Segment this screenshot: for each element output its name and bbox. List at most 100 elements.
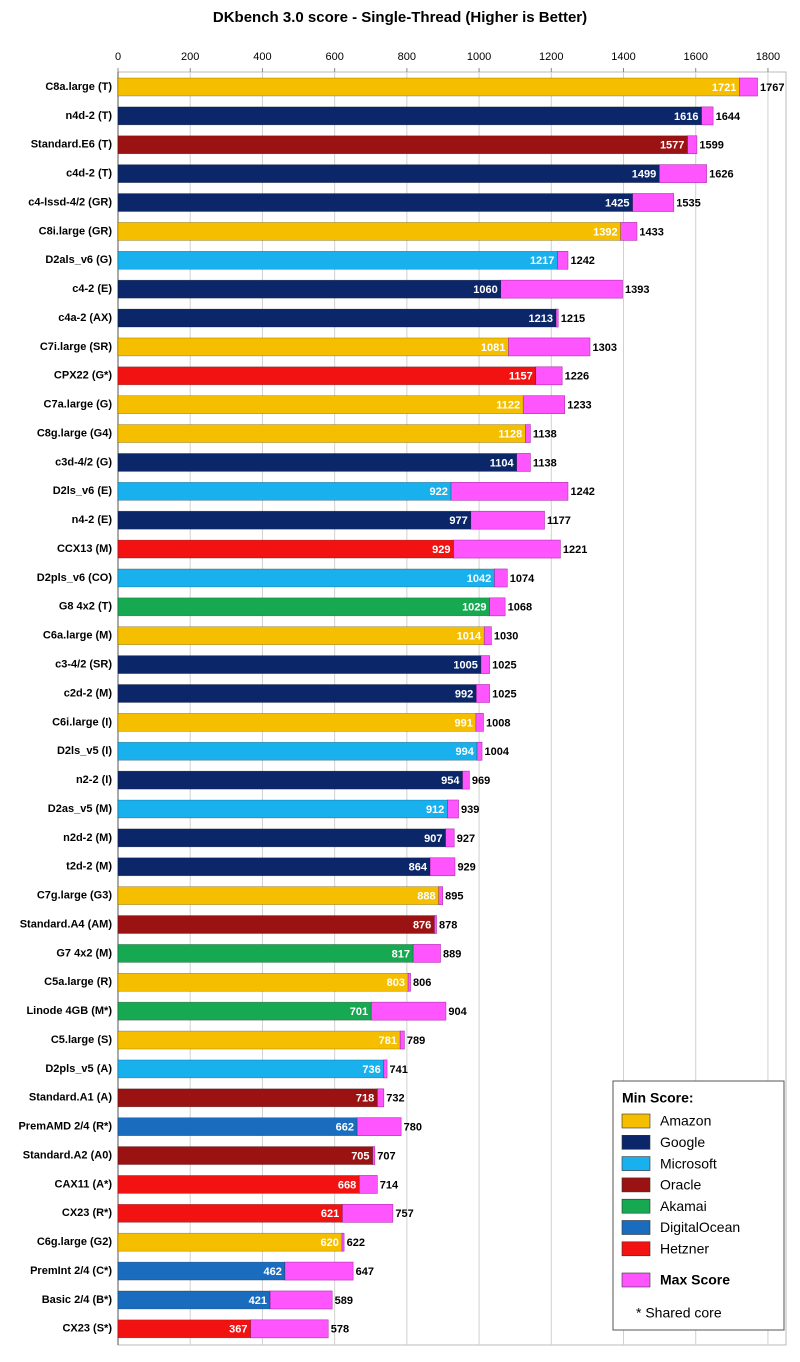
y-tick-label: C8g.large (G4) <box>37 427 113 439</box>
min-bar <box>117 1175 360 1194</box>
min-label: 668 <box>338 1179 356 1191</box>
legend-swatch <box>621 1177 651 1193</box>
x-tick-label: 200 <box>181 51 199 63</box>
min-bar <box>117 424 526 443</box>
min-bar <box>117 857 431 877</box>
min-label: 1213 <box>529 313 553 325</box>
max-bar <box>356 1117 402 1136</box>
max-label: 1767 <box>760 82 784 94</box>
legend-label: Oracle <box>660 1177 701 1193</box>
min-label: 781 <box>379 1035 397 1047</box>
min-label: 1157 <box>509 371 533 383</box>
y-tick-label: Linode 4GB (M*) <box>26 1005 112 1017</box>
x-tick-label: 1200 <box>539 51 563 63</box>
max-bar <box>269 1290 333 1310</box>
max-bar <box>555 308 559 328</box>
max-label: 1030 <box>494 631 518 643</box>
max-label: 707 <box>377 1150 395 1162</box>
max-label: 1644 <box>716 111 741 123</box>
min-label: 864 <box>409 862 428 874</box>
min-label: 803 <box>387 977 405 989</box>
y-tick-label: c4-2 (E) <box>72 283 112 295</box>
min-bar <box>117 1088 378 1108</box>
max-bar <box>250 1319 329 1339</box>
max-bar <box>489 597 506 617</box>
max-label: 780 <box>404 1122 422 1134</box>
max-label: 1025 <box>492 660 516 672</box>
min-label: 1217 <box>530 255 554 267</box>
max-bar <box>341 1204 394 1223</box>
y-tick-label: D2pls_v5 (A) <box>45 1063 112 1075</box>
max-bar <box>372 1146 376 1165</box>
max-label: 1008 <box>486 717 510 729</box>
y-tick-label: Standard.E6 (T) <box>31 139 113 151</box>
legend-label: Microsoft <box>660 1155 717 1171</box>
legend-swatch <box>621 1135 651 1150</box>
max-bar <box>535 366 563 386</box>
max-bar <box>341 1232 345 1252</box>
max-label: 1303 <box>592 342 616 354</box>
min-bar <box>117 539 454 559</box>
max-bar <box>493 568 508 588</box>
min-label: 929 <box>432 544 450 556</box>
y-tick-label: c4d-2 (T) <box>66 168 112 180</box>
min-label: 1104 <box>490 457 515 469</box>
max-bar <box>399 1030 405 1050</box>
legend-swatch <box>621 1113 651 1129</box>
y-tick-label: n2d-2 (M) <box>63 832 112 844</box>
y-tick-label: C7g.large (G3) <box>37 890 113 902</box>
max-bar <box>620 222 638 241</box>
max-label: 1177 <box>547 515 571 527</box>
max-label: 1025 <box>492 688 516 700</box>
min-label: 1122 <box>496 400 520 412</box>
y-tick-label: D2ls_v5 (I) <box>57 745 112 757</box>
y-tick-label: CX23 (S*) <box>62 1323 112 1335</box>
y-tick-label: C6g.large (G2) <box>37 1236 113 1248</box>
min-bar <box>117 713 477 732</box>
y-tick-label: Basic 2/4 (B*) <box>42 1294 113 1306</box>
min-label: 1128 <box>498 428 522 440</box>
legend-swatch <box>621 1198 651 1214</box>
min-bar <box>117 366 537 386</box>
y-tick-label: n4-2 (E) <box>72 514 113 526</box>
max-bar <box>475 713 484 732</box>
max-label: 1221 <box>563 544 587 556</box>
max-bar <box>438 886 443 905</box>
max-label: 714 <box>380 1179 399 1191</box>
max-label: 927 <box>457 833 475 845</box>
min-label: 1060 <box>473 284 497 296</box>
max-bar <box>687 135 698 155</box>
max-bar <box>508 337 591 357</box>
min-bar <box>117 655 482 674</box>
x-tick-label: 0 <box>115 51 121 63</box>
max-label: 1138 <box>533 457 557 469</box>
max-bar <box>470 510 545 530</box>
x-tick-label: 800 <box>398 51 416 63</box>
min-bar <box>117 337 509 357</box>
y-tick-label: C5a.large (R) <box>44 976 112 988</box>
min-bar <box>117 135 688 155</box>
max-bar <box>447 799 459 819</box>
y-tick-label: c4a-2 (AX) <box>58 312 112 324</box>
min-label: 912 <box>426 804 444 816</box>
min-bar <box>117 597 490 617</box>
legend-label: Amazon <box>660 1113 711 1129</box>
min-label: 1042 <box>467 573 491 585</box>
y-tick-label: c2d-2 (M) <box>64 687 113 699</box>
min-bar <box>117 164 660 183</box>
y-tick-label: D2pls_v6 (CO) <box>37 572 113 584</box>
min-label: 1392 <box>593 226 617 238</box>
min-bar <box>117 308 557 328</box>
min-bar <box>117 972 409 992</box>
min-label: 705 <box>351 1150 369 1162</box>
max-label: 1626 <box>709 169 733 181</box>
x-tick-label: 400 <box>253 51 271 63</box>
min-label: 621 <box>321 1208 339 1220</box>
max-bar <box>434 915 437 934</box>
y-tick-label: Standard.A1 (A) <box>29 1092 112 1104</box>
min-bar <box>117 1117 358 1136</box>
max-label: 1433 <box>639 226 663 238</box>
max-bar <box>445 828 455 848</box>
